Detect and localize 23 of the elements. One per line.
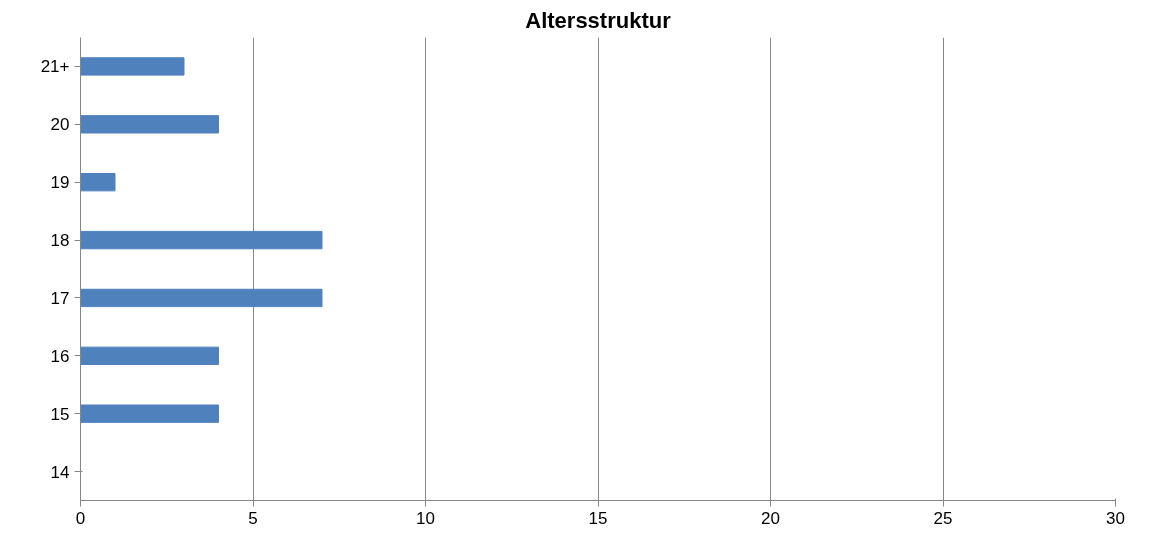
bar <box>80 230 323 250</box>
x-tick-label: 25 <box>933 508 953 528</box>
y-tick-label: 17 <box>50 288 70 308</box>
x-tick-label: 10 <box>416 508 435 528</box>
y-tick-label: 18 <box>50 231 70 251</box>
y-tick-label: 15 <box>50 404 70 424</box>
bar <box>80 404 219 423</box>
x-tick-label: 20 <box>761 508 780 528</box>
y-tick-label: 20 <box>50 115 70 135</box>
x-tick-label: 15 <box>588 508 608 528</box>
x-tick-label: 5 <box>248 508 258 528</box>
chart-title: Altersstruktur <box>525 7 672 33</box>
bar <box>80 346 219 365</box>
x-tick-label: 0 <box>75 508 86 528</box>
y-tick-label: 21+ <box>40 57 70 77</box>
bar <box>80 173 116 192</box>
y-tick-label: 14 <box>50 462 70 482</box>
bar <box>80 115 219 134</box>
bar <box>80 288 323 308</box>
x-tick-label: 30 <box>1106 508 1125 528</box>
y-tick-label: 16 <box>50 346 70 366</box>
bar <box>80 57 185 76</box>
y-tick-label: 19 <box>50 173 70 193</box>
